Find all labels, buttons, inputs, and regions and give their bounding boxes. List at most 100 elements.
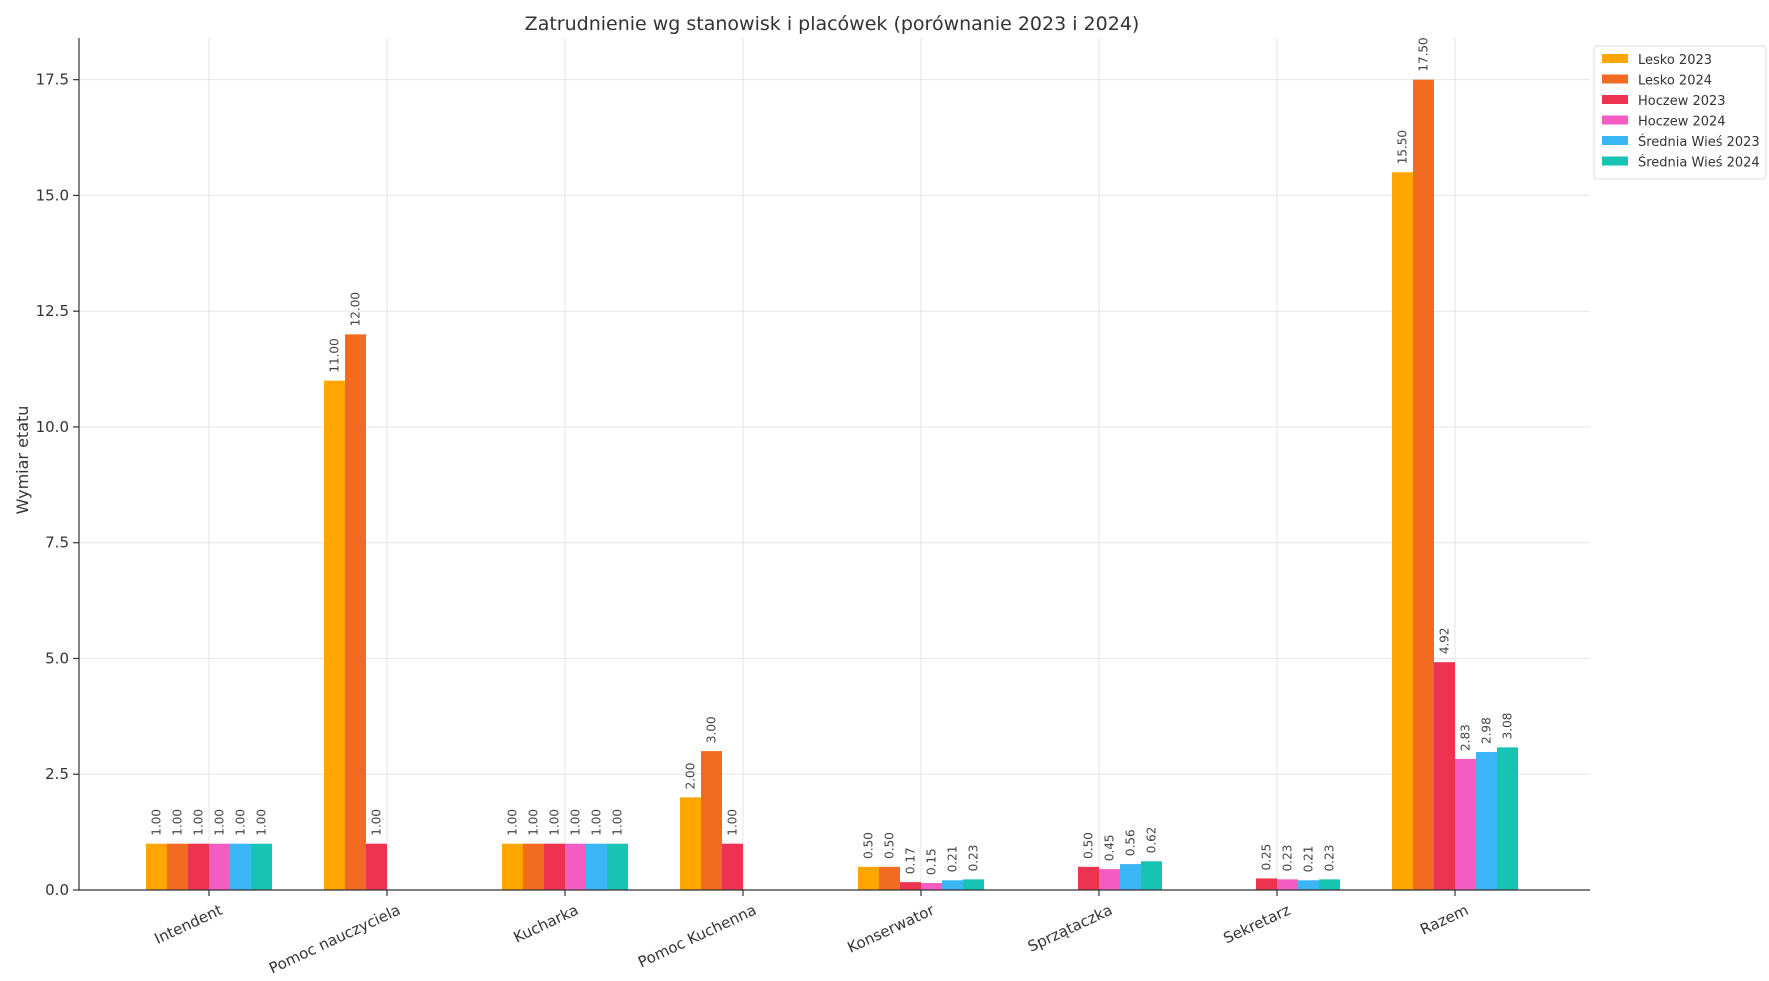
legend-swatch-lesko-2024 xyxy=(1602,74,1628,84)
data-label: 0.21 xyxy=(1302,846,1316,873)
legend-swatch-srednia-wies-2024 xyxy=(1602,156,1628,166)
data-label: 0.21 xyxy=(946,846,960,873)
bar-hoczew-2023-razem xyxy=(1434,662,1455,890)
bar-hoczew-2023-pomoc-kuchenna xyxy=(722,843,743,890)
legend-swatch-hoczew-2023 xyxy=(1602,95,1628,104)
y-tick-label: 7.5 xyxy=(45,534,69,552)
grid-lines xyxy=(79,38,1590,891)
chart-title: Zatrudnienie wg stanowisk i placówek (po… xyxy=(525,13,1140,35)
data-label: 12.00 xyxy=(349,292,363,326)
data-label: 1.00 xyxy=(506,809,520,836)
data-label: 0.45 xyxy=(1103,834,1117,861)
bar-lesko-2024-pomoc-kuchenna xyxy=(701,751,722,890)
bar-hoczew-2024-sprzataczka xyxy=(1099,869,1120,890)
data-label: 0.17 xyxy=(904,847,918,874)
x-tick-label-pomoc-nauczyciela: Pomoc nauczyciela xyxy=(266,901,403,977)
data-label: 1.00 xyxy=(527,809,541,836)
legend-label-lesko-2023: Lesko 2023 xyxy=(1638,53,1712,68)
data-label: 0.25 xyxy=(1260,844,1274,871)
bar-srednia-wies-2024-kucharka xyxy=(607,843,628,890)
bar-srednia-wies-2024-konserwator xyxy=(963,879,984,890)
bar-hoczew-2024-konserwator xyxy=(921,883,942,890)
bars-layer xyxy=(146,79,1518,891)
bar-lesko-2023-pomoc-nauczyciela xyxy=(324,380,345,890)
bar-hoczew-2024-razem xyxy=(1455,758,1476,890)
legend-label-srednia-wies-2023: Średnia Wieś 2023 xyxy=(1638,134,1760,150)
data-label: 3.08 xyxy=(1501,713,1515,740)
data-label: 1.00 xyxy=(590,809,604,836)
legend-label-hoczew-2024: Hoczew 2024 xyxy=(1638,115,1726,130)
data-labels-layer: 1.00 11.00 1.00 2.00 0.50 15.50 1.00 12.00 1.00 3… xyxy=(150,37,1515,875)
bar-srednia-wies-2024-sprzataczka xyxy=(1141,861,1162,890)
y-tick-label: 15.0 xyxy=(36,186,69,204)
data-label: 0.62 xyxy=(1145,827,1159,854)
bar-lesko-2024-pomoc-nauczyciela xyxy=(345,334,366,890)
data-label: 0.15 xyxy=(925,848,939,875)
y-tick-label: 17.5 xyxy=(36,71,69,89)
data-label: 0.50 xyxy=(862,832,876,859)
data-label: 0.50 xyxy=(883,832,897,859)
data-label: 2.98 xyxy=(1480,717,1494,744)
bar-srednia-wies-2024-intendent xyxy=(251,843,272,890)
y-tick-label: 12.5 xyxy=(36,302,69,320)
bar-lesko-2024-razem xyxy=(1413,79,1434,891)
legend-box xyxy=(1593,45,1767,180)
bar-lesko-2024-intendent xyxy=(167,843,188,890)
data-label: 0.23 xyxy=(1281,845,1295,872)
bar-srednia-wies-2023-konserwator xyxy=(942,880,963,890)
bar-srednia-wies-2023-kucharka xyxy=(586,843,607,890)
bar-hoczew-2023-sprzataczka xyxy=(1078,866,1099,890)
data-label: 1.00 xyxy=(726,809,740,836)
bar-lesko-2024-kucharka xyxy=(523,843,544,890)
data-label: 4.92 xyxy=(1438,627,1452,654)
bar-srednia-wies-2024-sekretarz xyxy=(1319,879,1340,890)
data-label: 3.00 xyxy=(705,716,719,743)
data-label: 0.23 xyxy=(1323,845,1337,872)
data-label: 1.00 xyxy=(192,809,206,836)
bar-hoczew-2023-konserwator xyxy=(900,882,921,890)
data-label: 1.00 xyxy=(171,809,185,836)
bar-lesko-2023-razem xyxy=(1392,172,1413,891)
data-label: 11.00 xyxy=(328,338,342,372)
data-label: 1.00 xyxy=(234,809,248,836)
data-label: 1.00 xyxy=(611,809,625,836)
data-label: 0.56 xyxy=(1124,829,1138,856)
y-tick-label: 10.0 xyxy=(36,418,69,436)
legend-swatch-srednia-wies-2023 xyxy=(1602,136,1628,145)
bar-hoczew-2023-kucharka xyxy=(544,843,565,890)
bar-srednia-wies-2023-intendent xyxy=(230,843,251,890)
y-tick-label: 2.5 xyxy=(45,765,69,783)
legend-label-hoczew-2023: Hoczew 2023 xyxy=(1638,94,1726,109)
data-label: 0.23 xyxy=(967,845,981,872)
legend-swatch-lesko-2023 xyxy=(1602,54,1628,63)
bar-srednia-wies-2023-razem xyxy=(1476,752,1497,890)
bar-hoczew-2024-kucharka xyxy=(565,843,586,890)
x-tick-label-sekretarz: Sekretarz xyxy=(1221,901,1294,948)
data-label: 1.00 xyxy=(213,809,227,836)
data-label: 15.50 xyxy=(1396,130,1410,164)
x-tick-label-intendent: Intendent xyxy=(152,901,226,948)
bar-srednia-wies-2023-sekretarz xyxy=(1298,880,1319,890)
data-label: 1.00 xyxy=(548,809,562,836)
bar-lesko-2023-pomoc-kuchenna xyxy=(680,797,701,890)
x-tick-label-pomoc-kuchenna: Pomoc Kuchenna xyxy=(635,901,759,972)
legend-label-srednia-wies-2024: Średnia Wieś 2024 xyxy=(1638,155,1760,171)
y-tick-label: 0.0 xyxy=(45,881,69,899)
x-tick-label-kucharka: Kucharka xyxy=(511,901,581,947)
y-axis-label: Wymiar etatu xyxy=(13,406,32,515)
data-label: 1.00 xyxy=(569,809,583,836)
data-label: 0.50 xyxy=(1082,832,1096,859)
bar-hoczew-2024-sekretarz xyxy=(1277,879,1298,890)
bar-hoczew-2024-intendent xyxy=(209,843,230,890)
data-label: 2.83 xyxy=(1459,724,1473,751)
data-label: 17.50 xyxy=(1417,37,1431,71)
bar-hoczew-2023-sekretarz xyxy=(1256,878,1277,890)
x-tick-label-konserwator: Konserwator xyxy=(845,900,938,956)
data-label: 2.00 xyxy=(684,763,698,790)
x-tick-label-sprzataczka: Sprzątaczka xyxy=(1025,901,1115,956)
bar-srednia-wies-2023-sprzataczka xyxy=(1120,864,1141,890)
axes-layer: 0.0 2.5 5.0 7.5 10.0 12.5 15.0 17.5 Intendent Pom… xyxy=(36,38,1590,977)
bar-lesko-2024-konserwator xyxy=(879,866,900,890)
